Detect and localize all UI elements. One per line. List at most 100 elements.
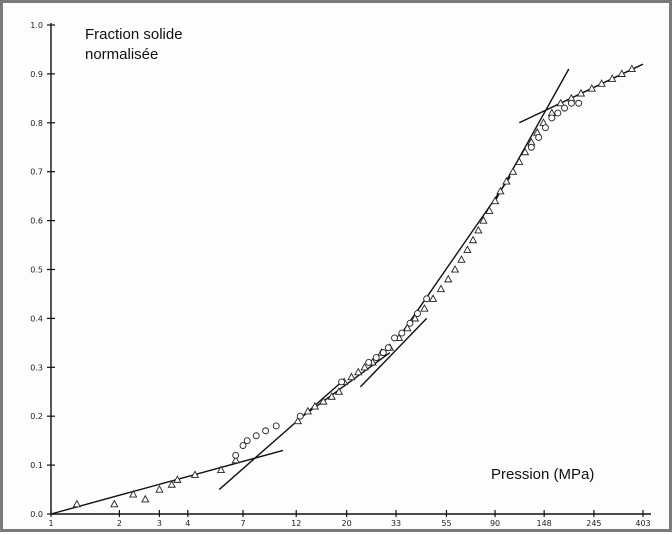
x-tick-label: 148 — [537, 519, 552, 528]
x-tick-label: 33 — [391, 519, 401, 528]
x-tick-label: 7 — [240, 519, 245, 528]
circle-point — [232, 451, 240, 459]
chart-axes: 0.00.10.20.30.40.50.60.70.80.91.01 2 3 4 7 12… — [30, 21, 651, 528]
tangent-line — [50, 449, 284, 515]
circle-point — [391, 334, 398, 342]
triangle-point — [110, 499, 119, 508]
triangle-point — [576, 88, 586, 97]
triangle-point — [410, 313, 420, 322]
triangle-point — [457, 255, 466, 263]
circle-point — [365, 358, 373, 366]
y-tick-label: 0.9 — [30, 70, 43, 79]
circle-point — [243, 437, 251, 445]
triangle-point — [515, 157, 524, 165]
x-tick-label: 1 — [48, 519, 53, 528]
triangle-point — [354, 367, 363, 376]
circle-point — [372, 354, 380, 361]
y-tick-label: 1.0 — [30, 21, 43, 30]
triangle-point — [347, 372, 356, 381]
y-axis-title-line1: Fraction solide — [85, 26, 183, 43]
tangent-line — [359, 317, 428, 388]
circle-point — [252, 432, 260, 440]
y-tick-label: 0.3 — [30, 363, 43, 372]
triangle-point — [485, 206, 494, 214]
triangle-point — [444, 274, 453, 283]
circle-point — [296, 412, 304, 420]
triangle-point — [293, 416, 303, 425]
triangle-point — [597, 79, 606, 87]
y-tick-label: 0.1 — [30, 461, 43, 470]
triangle-point — [474, 225, 483, 234]
x-tick-label: 2 — [117, 519, 122, 528]
y-tick-label: 0.7 — [30, 168, 43, 177]
triangle-point — [319, 396, 328, 405]
triangle-point — [173, 475, 182, 483]
triangle-point — [129, 489, 138, 498]
triangle-point — [420, 304, 429, 312]
triangle-point — [310, 401, 320, 410]
triangle-point — [303, 406, 313, 415]
triangle-point — [608, 74, 617, 82]
triangle-point — [502, 176, 511, 185]
x-tick-label: 90 — [490, 519, 500, 528]
circle-point — [398, 329, 406, 337]
y-tick-label: 0.0 — [30, 510, 43, 519]
x-tick-label: 12 — [291, 519, 301, 528]
tangent-lines — [50, 63, 644, 515]
triangle-point — [617, 69, 626, 77]
triangle-point — [490, 196, 500, 205]
x-tick-label: 245 — [586, 519, 601, 528]
triangle-point — [496, 186, 505, 195]
y-axis-title-line2: normalisée — [85, 46, 158, 63]
y-tick-label: 0.8 — [30, 119, 43, 128]
triangle-point — [468, 235, 478, 244]
circle-point — [384, 344, 392, 352]
triangle-point — [334, 387, 344, 395]
circle-point — [567, 99, 575, 107]
triangle-point — [403, 323, 412, 332]
circle-point — [548, 114, 556, 122]
circle-point — [527, 143, 535, 151]
circle-point — [542, 124, 549, 132]
circle-point — [535, 134, 543, 141]
triangle-point — [72, 499, 82, 508]
triangle-point — [587, 84, 597, 92]
circle-point — [239, 442, 247, 449]
x-tick-label: 403 — [635, 519, 650, 528]
y-tick-label: 0.5 — [30, 266, 43, 275]
y-tick-label: 0.4 — [30, 314, 43, 323]
chart-plot: 0.00.10.20.30.40.50.60.70.80.91.01 2 3 4 7 12… — [30, 21, 651, 528]
circle-point — [379, 349, 387, 357]
circle-point — [272, 422, 280, 430]
triangle-point — [167, 480, 176, 488]
triangle-point — [141, 494, 150, 503]
circle-point — [338, 378, 346, 386]
triangle-point — [428, 294, 438, 302]
x-tick-label: 3 — [157, 519, 162, 528]
y-tick-label: 0.2 — [30, 412, 43, 421]
x-tick-label: 20 — [342, 519, 352, 528]
circle-point — [262, 427, 270, 435]
triangle-point — [508, 167, 518, 175]
data-markers — [72, 64, 637, 508]
circle-point — [406, 319, 414, 327]
triangle-point — [190, 470, 200, 478]
x-tick-label: 4 — [185, 519, 190, 528]
circle-point — [561, 104, 569, 112]
triangle-point — [520, 147, 530, 156]
tangent-line — [295, 352, 391, 422]
triangle-point — [360, 362, 369, 371]
circle-point — [423, 295, 431, 303]
x-axis-title: Pression (MPa) — [491, 466, 594, 483]
circle-point — [414, 310, 421, 317]
triangle-point — [556, 98, 565, 107]
triangle-point — [463, 245, 472, 253]
triangle-point — [327, 392, 336, 400]
x-tick-label: 55 — [441, 519, 451, 528]
triangle-point — [155, 485, 164, 493]
triangle-point — [231, 455, 240, 464]
triangle-point — [627, 64, 637, 73]
triangle-point — [450, 264, 460, 273]
triangle-point — [436, 284, 446, 293]
